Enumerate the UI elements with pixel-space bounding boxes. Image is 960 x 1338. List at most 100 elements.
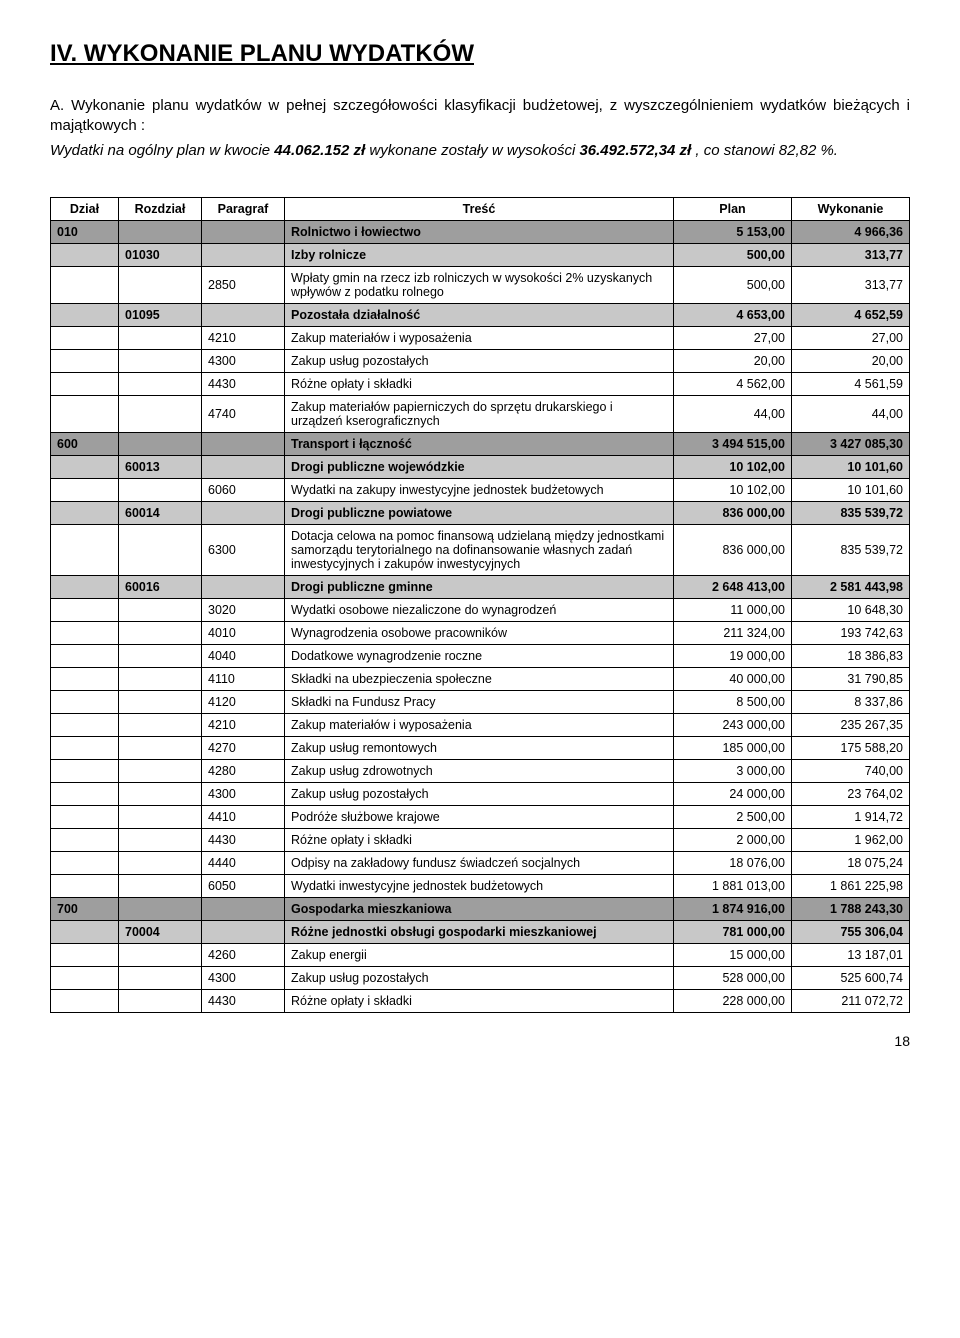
table-cell bbox=[119, 266, 202, 303]
table-cell: Rolnictwo i łowiectwo bbox=[285, 220, 674, 243]
table-cell: 13 187,01 bbox=[792, 943, 910, 966]
table-cell bbox=[202, 501, 285, 524]
table-cell: 27,00 bbox=[674, 326, 792, 349]
table-cell: 6300 bbox=[202, 524, 285, 575]
table-cell: 4 653,00 bbox=[674, 303, 792, 326]
table-cell: 4 652,59 bbox=[792, 303, 910, 326]
table-cell: 2 500,00 bbox=[674, 805, 792, 828]
table-cell: Wydatki na zakupy inwestycyjne jednostek… bbox=[285, 478, 674, 501]
intro-amount-2: 36.492.572,34 zł bbox=[579, 142, 691, 159]
table-cell: Zakup usług pozostałych bbox=[285, 782, 674, 805]
table-cell bbox=[119, 782, 202, 805]
table-cell: 40 000,00 bbox=[674, 667, 792, 690]
table-cell bbox=[119, 621, 202, 644]
table-cell: Dotacja celowa na pomoc finansową udziel… bbox=[285, 524, 674, 575]
table-cell bbox=[51, 303, 119, 326]
table-cell: 6050 bbox=[202, 874, 285, 897]
table-cell: 1 962,00 bbox=[792, 828, 910, 851]
table-header-row: Dział Rozdział Paragraf Treść Plan Wykon… bbox=[51, 197, 910, 220]
table-cell bbox=[51, 736, 119, 759]
table-cell: 10 101,60 bbox=[792, 478, 910, 501]
table-cell: Wynagrodzenia osobowe pracowników bbox=[285, 621, 674, 644]
table-cell: Zakup usług pozostałych bbox=[285, 349, 674, 372]
table-cell: 211 072,72 bbox=[792, 989, 910, 1012]
table-cell: 2 648 413,00 bbox=[674, 575, 792, 598]
table-cell bbox=[51, 575, 119, 598]
table-cell: 4 966,36 bbox=[792, 220, 910, 243]
table-cell: 3 427 085,30 bbox=[792, 432, 910, 455]
table-cell: 525 600,74 bbox=[792, 966, 910, 989]
table-cell: 228 000,00 bbox=[674, 989, 792, 1012]
col-dzial: Dział bbox=[51, 197, 119, 220]
table-cell bbox=[51, 644, 119, 667]
table-cell: Różne jednostki obsługi gospodarki miesz… bbox=[285, 920, 674, 943]
table-cell: 4300 bbox=[202, 966, 285, 989]
table-cell: 60016 bbox=[119, 575, 202, 598]
table-cell: 2850 bbox=[202, 266, 285, 303]
table-cell: Różne opłaty i składki bbox=[285, 372, 674, 395]
table-cell: 4300 bbox=[202, 782, 285, 805]
col-paragraf: Paragraf bbox=[202, 197, 285, 220]
table-row: 4300Zakup usług pozostałych528 000,00525… bbox=[51, 966, 910, 989]
table-cell bbox=[119, 943, 202, 966]
table-row: 01030Izby rolnicze500,00313,77 bbox=[51, 243, 910, 266]
table-cell: 836 000,00 bbox=[674, 501, 792, 524]
table-cell: 60013 bbox=[119, 455, 202, 478]
table-cell: Drogi publiczne wojewódzkie bbox=[285, 455, 674, 478]
table-cell: 19 000,00 bbox=[674, 644, 792, 667]
table-cell: Różne opłaty i składki bbox=[285, 828, 674, 851]
table-cell: Drogi publiczne powiatowe bbox=[285, 501, 674, 524]
table-cell bbox=[51, 943, 119, 966]
table-row: 4740Zakup materiałów papierniczych do sp… bbox=[51, 395, 910, 432]
table-row: 01095Pozostała działalność4 653,004 652,… bbox=[51, 303, 910, 326]
page-number: 18 bbox=[50, 1033, 910, 1049]
table-cell bbox=[119, 759, 202, 782]
table-cell: 1 874 916,00 bbox=[674, 897, 792, 920]
table-cell: 1 861 225,98 bbox=[792, 874, 910, 897]
intro-prefix: Wydatki na ogólny plan w kwocie bbox=[50, 142, 274, 159]
table-cell: Zakup materiałów papierniczych do sprzęt… bbox=[285, 395, 674, 432]
table-cell: 20,00 bbox=[674, 349, 792, 372]
table-cell: Zakup materiałów i wyposażenia bbox=[285, 326, 674, 349]
table-cell bbox=[51, 478, 119, 501]
table-cell: 01095 bbox=[119, 303, 202, 326]
table-cell: 2 581 443,98 bbox=[792, 575, 910, 598]
table-cell: 500,00 bbox=[674, 243, 792, 266]
table-cell bbox=[51, 874, 119, 897]
table-cell: Dodatkowe wynagrodzenie roczne bbox=[285, 644, 674, 667]
table-cell bbox=[51, 455, 119, 478]
table-row: 4010Wynagrodzenia osobowe pracowników211… bbox=[51, 621, 910, 644]
table-cell bbox=[51, 524, 119, 575]
table-cell: 700 bbox=[51, 897, 119, 920]
table-cell bbox=[202, 920, 285, 943]
table-cell bbox=[51, 349, 119, 372]
table-cell bbox=[119, 372, 202, 395]
table-cell: Składki na Fundusz Pracy bbox=[285, 690, 674, 713]
table-cell: 781 000,00 bbox=[674, 920, 792, 943]
table-cell: 4110 bbox=[202, 667, 285, 690]
table-cell: 60014 bbox=[119, 501, 202, 524]
table-cell: 4270 bbox=[202, 736, 285, 759]
table-cell: 3 494 515,00 bbox=[674, 432, 792, 455]
budget-table: Dział Rozdział Paragraf Treść Plan Wykon… bbox=[50, 197, 910, 1013]
col-plan: Plan bbox=[674, 197, 792, 220]
table-cell: 4210 bbox=[202, 326, 285, 349]
table-cell: Zakup usług zdrowotnych bbox=[285, 759, 674, 782]
table-row: 4300Zakup usług pozostałych20,0020,00 bbox=[51, 349, 910, 372]
table-cell: 010 bbox=[51, 220, 119, 243]
col-rozdzial: Rozdział bbox=[119, 197, 202, 220]
table-cell: Zakup usług pozostałych bbox=[285, 966, 674, 989]
table-cell: Transport i łączność bbox=[285, 432, 674, 455]
table-cell: 18 076,00 bbox=[674, 851, 792, 874]
table-cell bbox=[119, 667, 202, 690]
table-cell: Drogi publiczne gminne bbox=[285, 575, 674, 598]
table-cell: 835 539,72 bbox=[792, 501, 910, 524]
table-cell: 185 000,00 bbox=[674, 736, 792, 759]
table-cell: 4430 bbox=[202, 372, 285, 395]
table-cell: Podróże służbowe krajowe bbox=[285, 805, 674, 828]
table-cell bbox=[119, 897, 202, 920]
table-cell: 500,00 bbox=[674, 266, 792, 303]
table-cell: 4 562,00 bbox=[674, 372, 792, 395]
table-cell bbox=[119, 690, 202, 713]
table-cell: 4260 bbox=[202, 943, 285, 966]
